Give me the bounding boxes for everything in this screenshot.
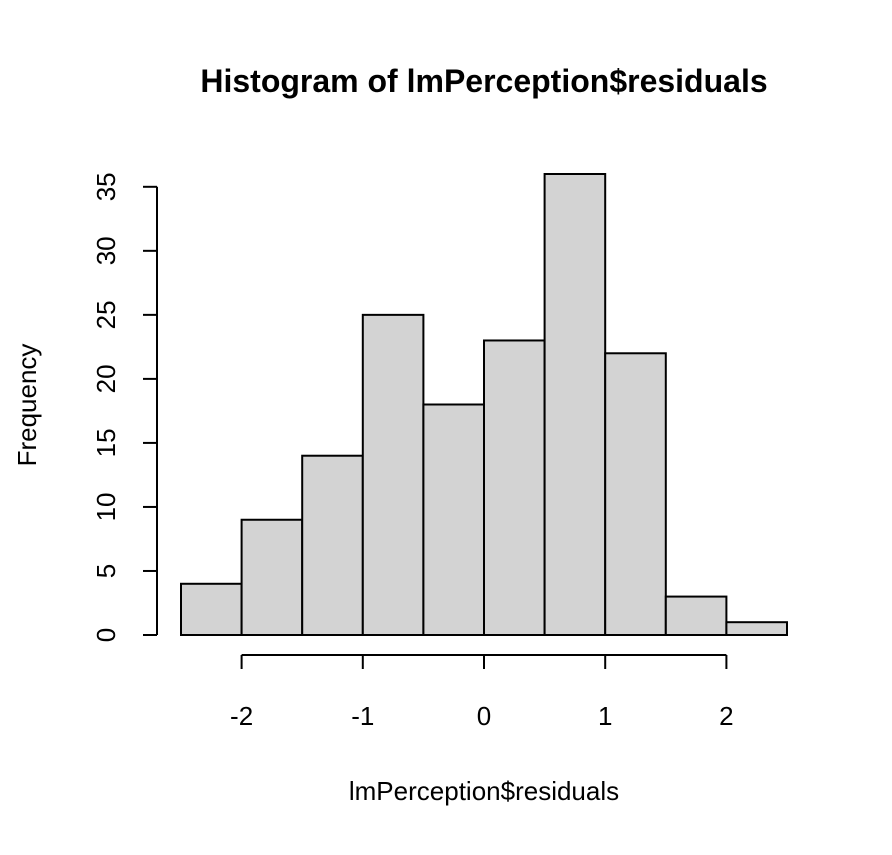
histogram-bar-6 [483,339,546,636]
y-tick-label: 5 [91,564,121,578]
y-tick-label: 10 [91,492,121,521]
y-tick-label: 20 [91,364,121,393]
histogram-bar-3 [301,454,364,636]
x-tick-label: 2 [719,701,733,731]
y-tick-label: 0 [91,628,121,642]
chart-title: Histogram of lmPerception$residuals [200,63,767,99]
histogram-bar-5 [422,403,485,636]
x-tick-label: 0 [477,701,491,731]
histogram-bar-10 [725,621,789,637]
x-tick-label: -2 [230,701,253,731]
histogram-bar-1 [180,582,243,636]
y-axis-label: Frequency [12,344,42,467]
histogram-bar-9 [664,595,728,636]
x-axis-label: lmPerception$residuals [349,776,619,806]
y-tick-label: 15 [91,428,121,457]
bars-layer [180,173,789,637]
y-tick-label: 35 [91,172,121,201]
x-axis: -2 -1 0 1 2 [230,654,734,731]
y-tick-label: 30 [91,236,121,265]
histogram-bar-7 [543,173,607,636]
histogram-bar-8 [604,352,667,636]
x-tick-label: -1 [351,701,374,731]
x-tick-label: 1 [598,701,612,731]
y-axis: 0 5 10 15 20 25 30 35 [91,172,158,642]
y-tick-label: 25 [91,300,121,329]
histogram-bar-2 [240,518,304,636]
histogram-bar-4 [361,313,425,636]
